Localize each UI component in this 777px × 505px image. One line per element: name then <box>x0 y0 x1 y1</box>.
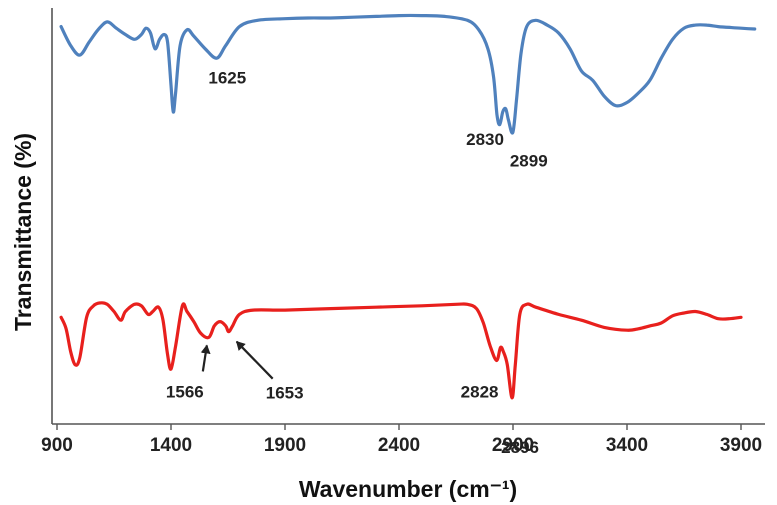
x-tick-label: 2900 <box>492 435 534 456</box>
peak-label: 1625 <box>208 68 246 87</box>
peak-arrow <box>235 340 274 380</box>
y-axis-title: Transmittance (%) <box>10 133 36 331</box>
x-tick-label: 1900 <box>264 435 306 456</box>
x-tick-label: 3900 <box>720 435 762 456</box>
peak-label: 2828 <box>461 382 499 401</box>
lower-spectrum-line <box>59 301 743 400</box>
peak-label: 1566 <box>166 382 204 401</box>
peak-label: 2830 <box>466 130 504 149</box>
series-layer <box>59 13 757 400</box>
x-tick-label: 2400 <box>378 435 420 456</box>
annotation-layer: 1625 2830 2899 1566 1653 2828 2896 <box>166 68 548 457</box>
x-tick-label: 1400 <box>150 435 192 456</box>
x-axis-title: Wavenumber (cm⁻¹) <box>299 476 517 502</box>
x-tick-layer: 900 1400 1900 2400 2900 3400 3900 <box>41 424 762 456</box>
x-tick-label: 900 <box>41 435 73 456</box>
peak-arrow <box>200 344 211 372</box>
x-tick-label: 3400 <box>606 435 648 456</box>
upper-spectrum-line <box>59 13 757 135</box>
peak-label: 1653 <box>266 384 304 403</box>
peak-label: 2896 <box>501 438 539 457</box>
peak-label: 2899 <box>510 152 548 171</box>
